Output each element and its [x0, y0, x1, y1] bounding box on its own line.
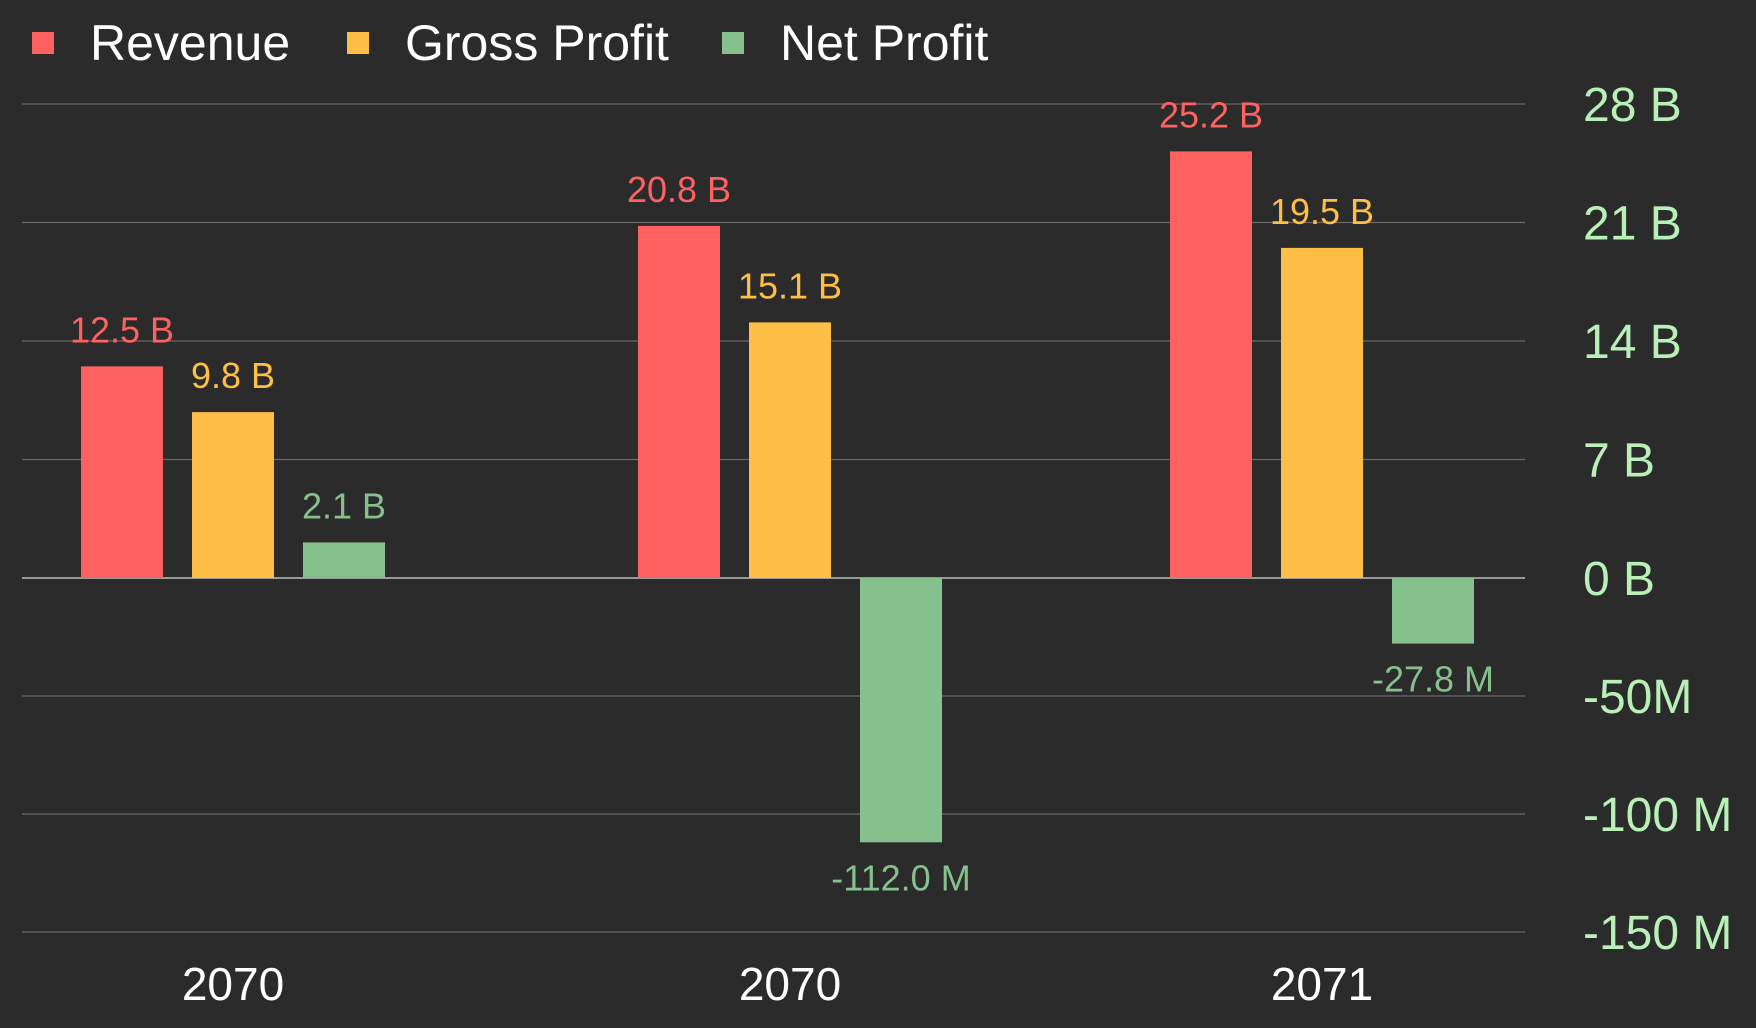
bar-net-profit — [860, 578, 942, 843]
bar-revenue — [81, 366, 163, 578]
y-tick-label: 21 B — [1583, 198, 1682, 251]
data-label: 15.1 B — [738, 265, 842, 306]
data-label: 19.5 B — [1270, 191, 1374, 232]
data-label: 20.8 B — [627, 169, 731, 210]
data-label: 25.2 B — [1159, 94, 1263, 135]
y-tick-label: 14 B — [1583, 316, 1682, 369]
data-label: 12.5 B — [70, 309, 174, 350]
legend: Revenue Gross Profit Net Profit — [32, 15, 989, 71]
bar-revenue — [638, 225, 720, 578]
legend-item: Gross Profit — [347, 15, 669, 71]
legend-swatch — [32, 32, 54, 54]
y-axis: 0 B 7 B 14 B 21 B 28 B -50M -100 M -150 M — [1583, 79, 1732, 960]
legend-label: Revenue — [90, 15, 290, 71]
legend-item: Net Profit — [722, 15, 989, 71]
y-tick-label: 28 B — [1583, 79, 1682, 132]
data-label: 2.1 B — [302, 485, 386, 526]
x-category-label: 2070 — [182, 958, 284, 1010]
y-tick-label: 0 B — [1583, 553, 1655, 606]
y-tick-label: -100 M — [1583, 789, 1732, 842]
legend-swatch — [347, 32, 369, 54]
bar-net-profit — [1392, 578, 1474, 644]
bar-gross-profit — [749, 322, 831, 578]
data-labels: 12.5 B 20.8 B 25.2 B 9.8 B 15.1 B 19.5 B 2.1 B… — [70, 94, 1494, 898]
x-category-label: 2071 — [1271, 958, 1373, 1010]
legend-swatch — [722, 32, 744, 54]
y-tick-label: -50M — [1583, 671, 1692, 724]
bar-gross-profit — [1281, 247, 1363, 578]
bar-revenue — [1170, 151, 1252, 578]
bars — [81, 151, 1474, 843]
data-label: 9.8 B — [191, 355, 275, 396]
data-label: -112.0 M — [831, 857, 970, 898]
y-tick-label: -150 M — [1583, 907, 1732, 960]
data-label: -27.8 M — [1372, 659, 1494, 700]
y-tick-label: 7 B — [1583, 435, 1655, 488]
bar-net-profit — [303, 542, 385, 578]
x-axis: 2070 2070 2071 — [182, 958, 1373, 1010]
x-category-label: 2070 — [739, 958, 841, 1010]
bar-gross-profit — [192, 412, 274, 578]
legend-label: Gross Profit — [405, 15, 669, 71]
legend-item: Revenue — [32, 15, 290, 71]
legend-label: Net Profit — [780, 15, 989, 71]
